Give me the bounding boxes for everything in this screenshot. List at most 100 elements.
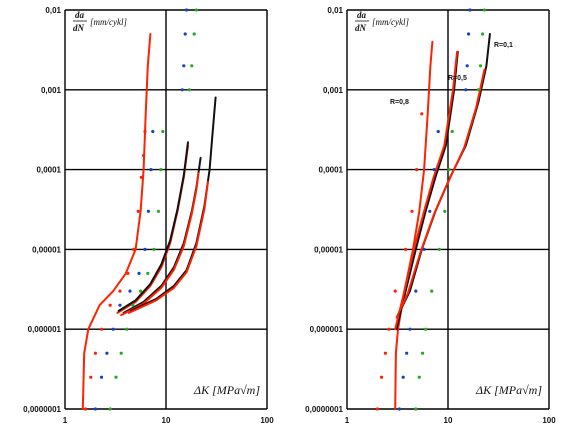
data-point: [143, 129, 147, 134]
data-point: [93, 351, 97, 355]
data-point: [414, 289, 418, 293]
data-point: [151, 129, 155, 134]
series-line: [117, 141, 189, 312]
y-axis-label-unit: [mm/cykl]: [372, 17, 409, 27]
y-tick-label: 0,0001: [319, 166, 344, 175]
data-point: [436, 129, 440, 134]
data-point: [478, 64, 483, 68]
annotation: R=0,1: [494, 42, 513, 49]
y-tick-label: 0,001: [323, 86, 344, 95]
data-point: [405, 351, 409, 355]
data-point: [393, 289, 397, 293]
x-tick-label: 100: [260, 416, 274, 425]
series-line: [394, 40, 434, 410]
y-tick-label: 0,0000001: [23, 405, 61, 414]
data-point: [476, 88, 480, 92]
y-tick-label: 0,000001: [310, 325, 344, 334]
data-point: [125, 327, 129, 331]
data-point: [132, 247, 136, 251]
x-tick-label: 100: [542, 416, 556, 425]
data-point: [182, 64, 186, 68]
data-point: [119, 351, 123, 355]
data-point: [146, 271, 150, 275]
series-line: [394, 50, 459, 331]
y-tick-label: 0,000001: [28, 325, 62, 334]
series-line: [120, 172, 200, 317]
data-point: [180, 88, 184, 92]
data-point: [183, 32, 187, 36]
data-point: [93, 407, 97, 411]
data-point: [387, 327, 391, 331]
data-point: [437, 247, 441, 251]
data-point: [105, 351, 109, 355]
data-point: [136, 209, 140, 213]
data-point: [84, 407, 88, 411]
data-point: [190, 64, 194, 68]
y-axis-label-numerator: da: [75, 10, 85, 20]
data-point: [397, 407, 401, 411]
data-point: [99, 375, 104, 379]
data-point: [375, 407, 379, 411]
data-point: [185, 8, 189, 12]
data-point: [432, 168, 436, 172]
y-axis-label-numerator: da: [357, 10, 367, 20]
annotation: R=0,5: [448, 75, 467, 82]
data-point: [118, 289, 122, 293]
data-point: [380, 375, 384, 379]
data-point: [111, 327, 115, 331]
data-point: [428, 209, 432, 213]
data-point: [482, 8, 487, 12]
data-point: [99, 327, 104, 331]
data-point: [139, 289, 143, 293]
data-point: [89, 375, 93, 379]
data-point: [139, 175, 143, 179]
data-point: [114, 375, 118, 379]
data-point: [143, 247, 147, 251]
x-tick-label: 10: [162, 416, 171, 425]
y-tick-label: 0,00001: [314, 245, 343, 254]
x-tick-label: 1: [345, 416, 350, 425]
series-line: [81, 33, 152, 410]
y-tick-label: 0,00001: [32, 245, 61, 254]
series-line: [130, 96, 217, 312]
series-line: [397, 33, 491, 317]
data-point: [146, 209, 150, 213]
data-point: [142, 153, 146, 158]
y-axis-label-denominator: dN: [355, 23, 367, 33]
y-tick-label: 0,0000001: [305, 405, 343, 414]
data-point: [152, 247, 156, 251]
data-point: [187, 88, 191, 92]
data-point: [156, 209, 160, 213]
data-point: [420, 112, 424, 116]
series-line: [122, 156, 202, 314]
series-line: [116, 144, 189, 314]
data-point: [194, 8, 198, 12]
data-point: [192, 32, 196, 36]
y-axis-label-unit: [mm/cykl]: [90, 17, 127, 27]
y-tick-label: 0,0001: [37, 166, 62, 175]
data-point: [410, 209, 414, 213]
y-tick-label: 0,01: [45, 6, 61, 15]
data-point: [149, 168, 153, 172]
data-point: [404, 247, 408, 251]
data-point: [467, 32, 471, 36]
data-point: [159, 168, 163, 172]
chart-panel-right: 0,0000001 0,000001 0,00001 0,0001 0,001 0,01 1…: [305, 6, 556, 425]
data-point: [161, 129, 165, 134]
data-point: [424, 327, 428, 331]
y-tick-label: 0,01: [327, 6, 343, 15]
series-line: [128, 181, 209, 314]
x-axis-label: ΔK [MPa√m]: [475, 383, 542, 397]
data-point: [447, 168, 451, 172]
data-point: [481, 32, 485, 36]
data-point: [465, 64, 469, 68]
data-point: [401, 375, 405, 379]
data-point: [450, 129, 454, 134]
data-point: [128, 289, 132, 293]
annotation: R=0,8: [390, 99, 409, 106]
data-point: [383, 351, 387, 355]
series-line: [395, 50, 459, 331]
data-point: [108, 303, 112, 307]
